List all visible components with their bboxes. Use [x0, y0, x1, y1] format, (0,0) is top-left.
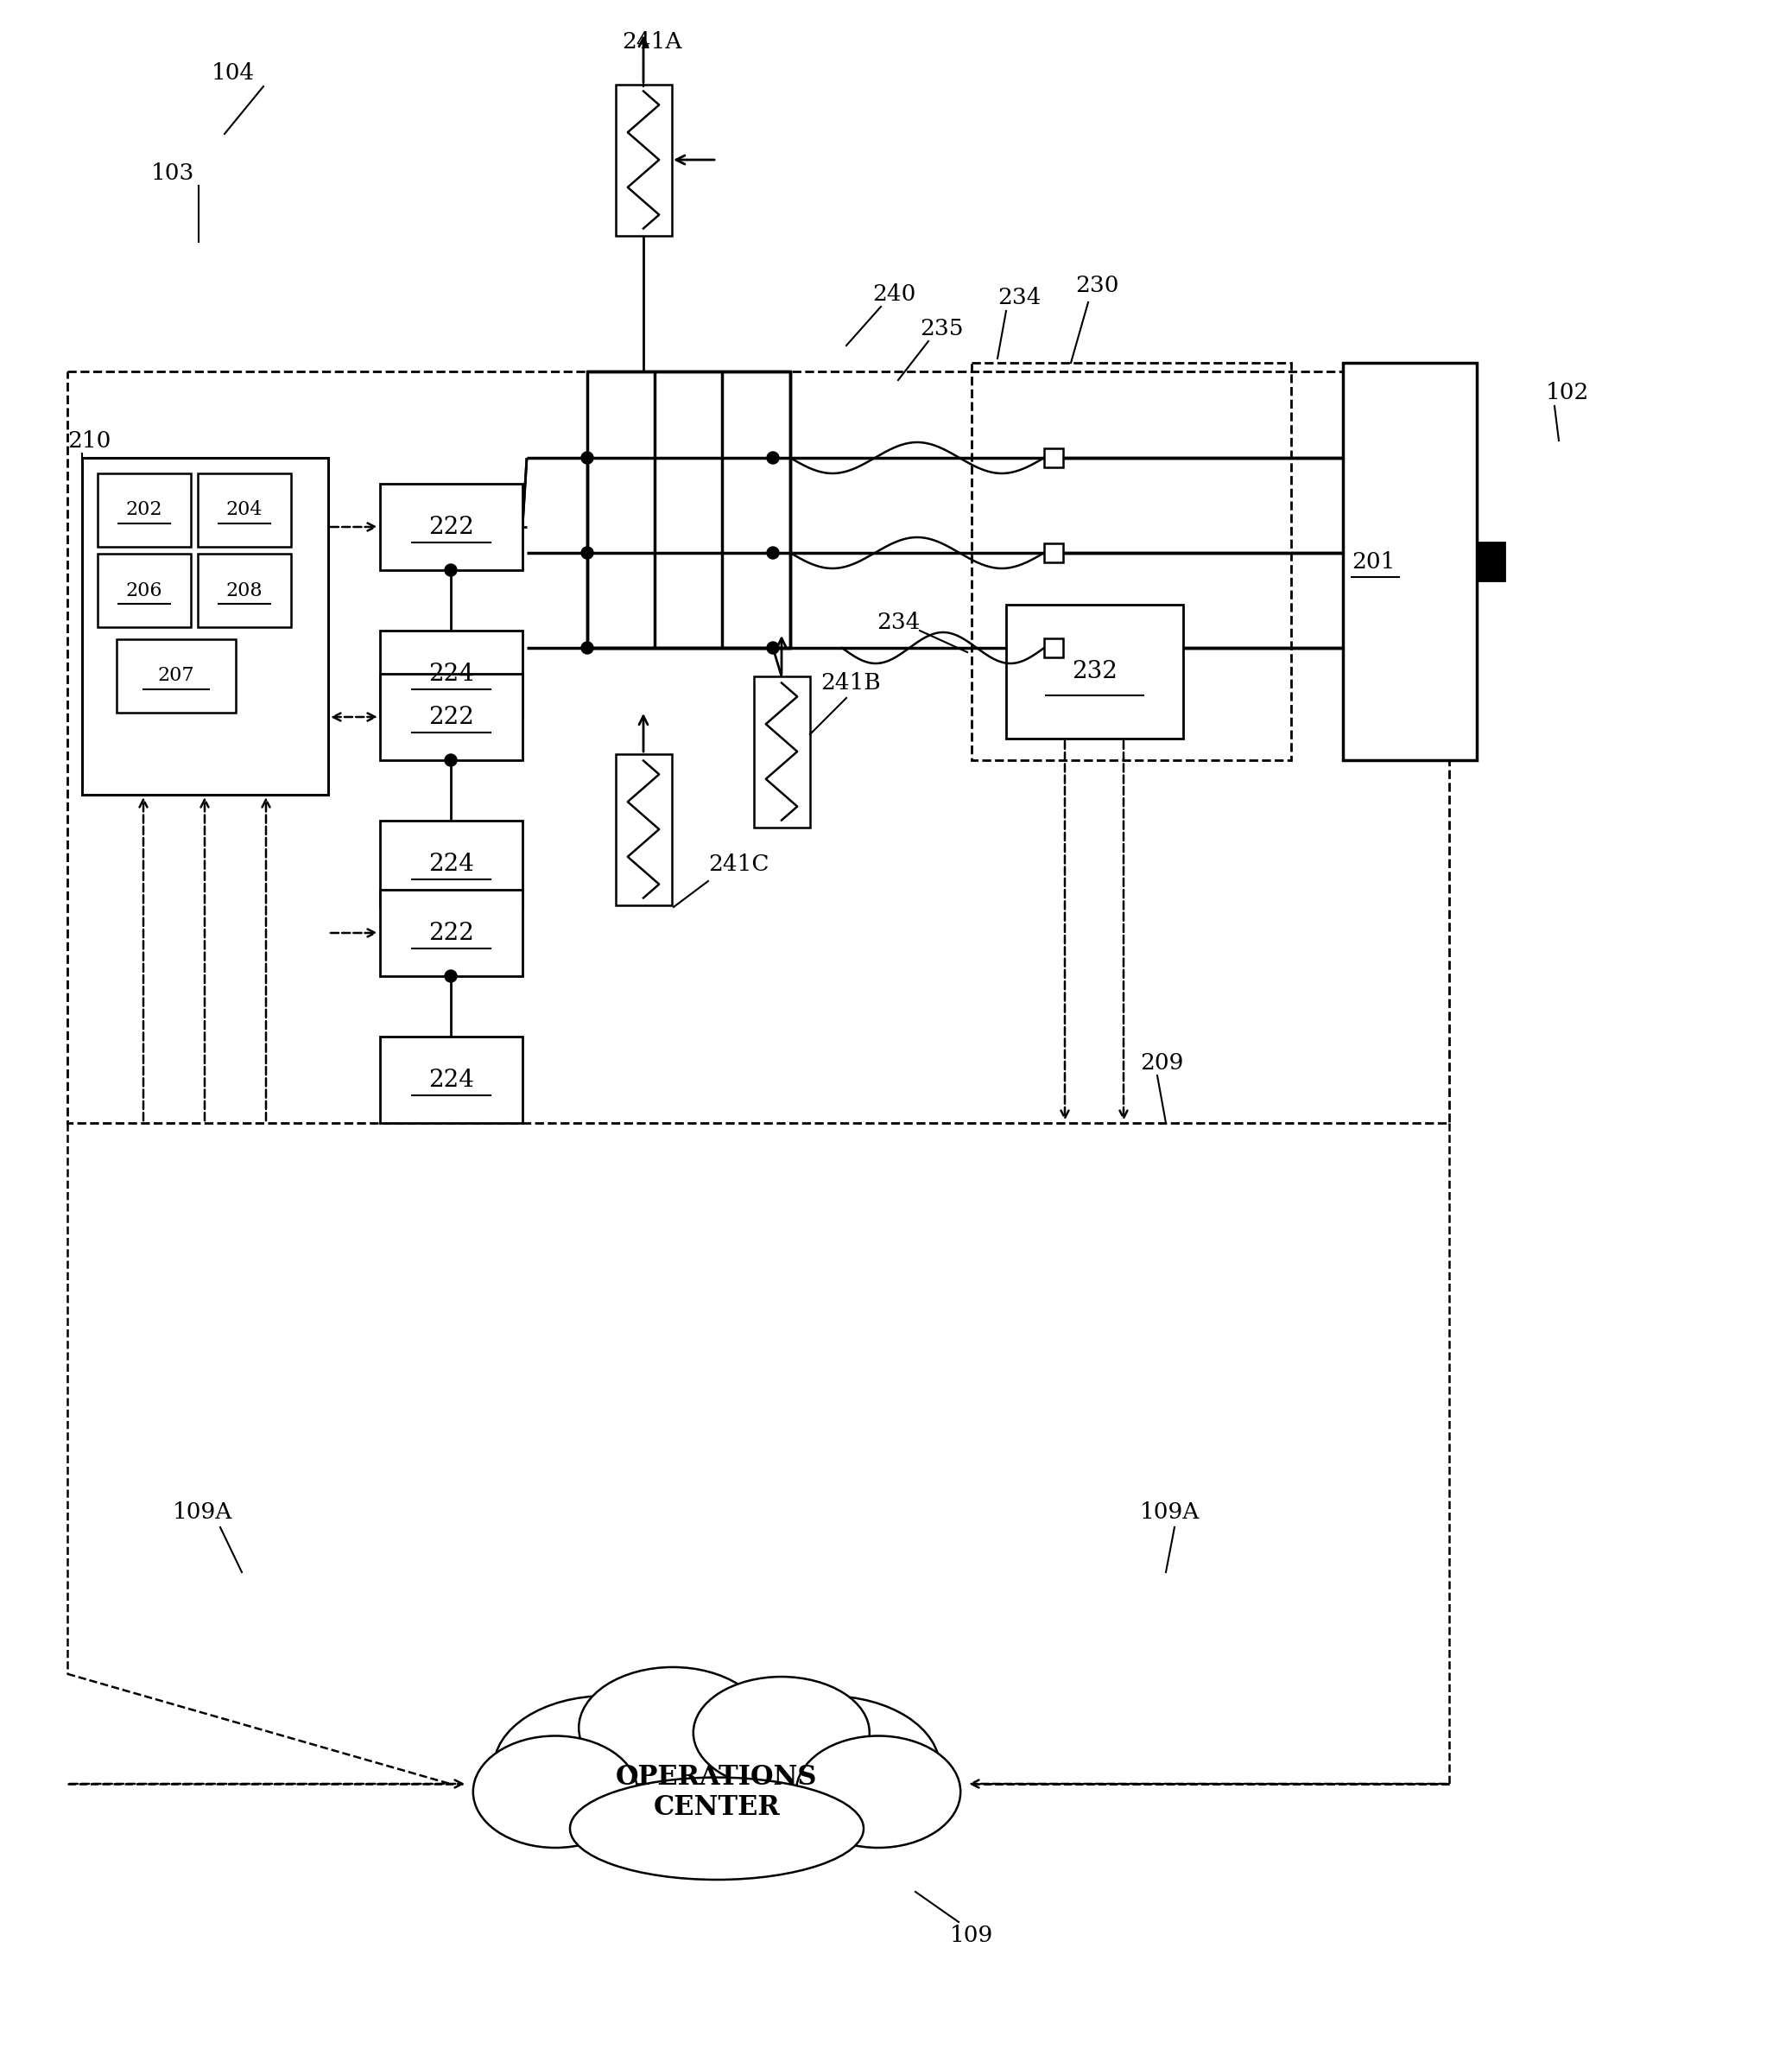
- Bar: [82, 457, 328, 795]
- Text: 210: 210: [68, 430, 111, 451]
- Bar: [197, 553, 290, 627]
- Bar: [380, 484, 523, 570]
- Text: 241B: 241B: [821, 672, 880, 693]
- Text: 102: 102: [1546, 383, 1590, 404]
- Bar: [197, 473, 290, 547]
- Text: 222: 222: [428, 514, 475, 539]
- Circle shape: [444, 969, 457, 981]
- Ellipse shape: [493, 1697, 717, 1840]
- Text: 240: 240: [873, 283, 916, 305]
- Text: 201: 201: [1351, 551, 1394, 572]
- Text: 222: 222: [428, 922, 475, 945]
- Bar: [68, 371, 1450, 1123]
- Text: 222: 222: [428, 705, 475, 729]
- Circle shape: [444, 563, 457, 576]
- Text: 206: 206: [125, 582, 163, 600]
- Text: 234: 234: [876, 611, 919, 633]
- Bar: [97, 553, 192, 627]
- Bar: [1477, 543, 1505, 580]
- Bar: [380, 822, 523, 908]
- Text: 209: 209: [1140, 1051, 1183, 1074]
- Text: 208: 208: [226, 582, 263, 600]
- Bar: [1045, 543, 1063, 561]
- Text: 241C: 241C: [708, 852, 769, 875]
- Bar: [97, 473, 192, 547]
- Ellipse shape: [796, 1736, 961, 1848]
- Bar: [380, 631, 523, 717]
- Text: 232: 232: [1072, 660, 1118, 682]
- Text: 202: 202: [125, 500, 163, 520]
- Text: 207: 207: [158, 666, 195, 686]
- Text: 234: 234: [998, 287, 1041, 309]
- Text: OPERATIONS
CENTER: OPERATIONS CENTER: [616, 1764, 817, 1822]
- Text: 204: 204: [226, 500, 263, 520]
- Circle shape: [581, 451, 593, 463]
- Circle shape: [767, 451, 780, 463]
- Text: 224: 224: [428, 852, 475, 875]
- Circle shape: [444, 754, 457, 766]
- Bar: [380, 889, 523, 975]
- Text: 235: 235: [919, 318, 964, 338]
- Bar: [615, 754, 672, 906]
- Bar: [1045, 639, 1063, 658]
- Text: 230: 230: [1075, 275, 1118, 295]
- Text: 104: 104: [211, 64, 254, 84]
- Circle shape: [581, 641, 593, 654]
- Ellipse shape: [694, 1676, 869, 1789]
- Text: 109: 109: [950, 1924, 993, 1947]
- Bar: [380, 674, 523, 760]
- Bar: [1045, 449, 1063, 467]
- Text: 241A: 241A: [622, 31, 681, 53]
- Ellipse shape: [579, 1668, 767, 1789]
- Ellipse shape: [593, 1697, 840, 1871]
- Bar: [1005, 604, 1183, 738]
- Text: 224: 224: [428, 662, 475, 686]
- Bar: [1342, 363, 1477, 760]
- Ellipse shape: [473, 1736, 638, 1848]
- Ellipse shape: [570, 1776, 864, 1879]
- Ellipse shape: [717, 1697, 941, 1840]
- Circle shape: [767, 641, 780, 654]
- Circle shape: [767, 547, 780, 559]
- Bar: [753, 676, 810, 828]
- Text: 103: 103: [151, 162, 195, 184]
- Text: 109A: 109A: [1140, 1502, 1201, 1522]
- Bar: [971, 363, 1290, 760]
- Circle shape: [581, 547, 593, 559]
- Bar: [116, 639, 237, 713]
- Text: 224: 224: [428, 1068, 475, 1092]
- Bar: [588, 371, 790, 647]
- Text: 109A: 109A: [172, 1502, 233, 1522]
- Bar: [615, 84, 672, 236]
- Bar: [380, 1037, 523, 1123]
